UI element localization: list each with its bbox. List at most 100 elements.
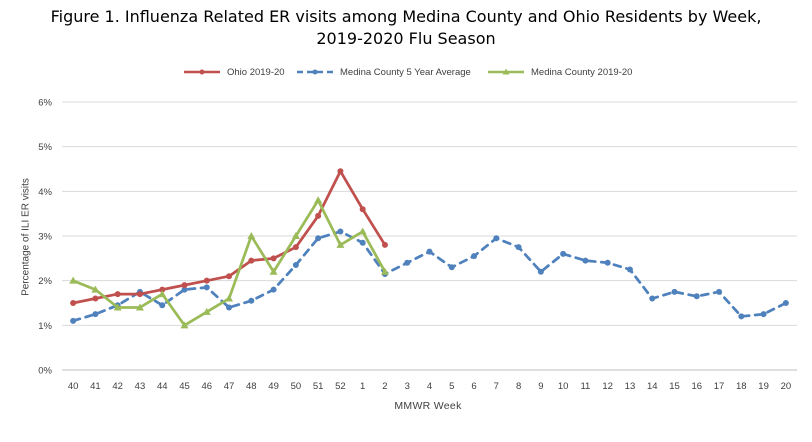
data-point bbox=[404, 259, 411, 266]
data-point bbox=[582, 257, 589, 264]
data-point bbox=[315, 235, 322, 242]
x-tick-label: 1 bbox=[360, 381, 365, 392]
data-point bbox=[493, 235, 500, 242]
legend-label-medina-5yr: Medina County 5 Year Average bbox=[340, 66, 471, 78]
series-line bbox=[71, 230, 788, 323]
y-tick-label: 5% bbox=[38, 142, 52, 153]
data-point bbox=[314, 196, 323, 204]
x-tick-label: 5 bbox=[449, 381, 454, 392]
data-point bbox=[270, 286, 277, 293]
data-point bbox=[135, 303, 144, 311]
data-point bbox=[248, 297, 255, 304]
series-layer bbox=[69, 168, 789, 329]
data-point bbox=[337, 228, 344, 235]
x-tick-label: 10 bbox=[558, 381, 569, 392]
x-tick-label: 17 bbox=[714, 381, 725, 392]
chart-title: Figure 1. Influenza Related ER visits am… bbox=[0, 6, 812, 50]
data-point bbox=[337, 168, 344, 175]
x-tick-label: 49 bbox=[268, 381, 279, 392]
x-tick-label: 44 bbox=[157, 381, 168, 392]
data-point bbox=[136, 291, 143, 298]
data-point bbox=[336, 240, 345, 248]
x-tick-label: 40 bbox=[68, 381, 79, 392]
data-point bbox=[69, 276, 78, 284]
data-point bbox=[159, 286, 166, 293]
x-tick-label: 18 bbox=[736, 381, 747, 392]
x-tick-label: 43 bbox=[135, 381, 146, 392]
x-tick-label: 3 bbox=[405, 381, 410, 392]
data-point bbox=[315, 212, 322, 219]
x-tick-label: 45 bbox=[179, 381, 190, 392]
data-point bbox=[693, 293, 700, 300]
data-point bbox=[158, 290, 167, 298]
data-point bbox=[381, 241, 388, 248]
x-tick-label: 20 bbox=[781, 381, 792, 392]
data-point bbox=[113, 303, 122, 311]
data-point bbox=[91, 285, 100, 293]
data-point bbox=[537, 268, 544, 275]
data-point bbox=[181, 282, 188, 289]
data-point bbox=[226, 304, 233, 311]
y-tick-label: 6% bbox=[38, 98, 52, 109]
x-tick-label: 11 bbox=[580, 381, 590, 392]
data-point bbox=[359, 239, 366, 246]
y-tick-label: 0% bbox=[38, 366, 52, 377]
chart-title-line1: Figure 1. Influenza Related ER visits am… bbox=[50, 7, 762, 26]
legend-item-ohio: Ohio 2019-20 bbox=[183, 64, 285, 80]
data-point bbox=[716, 288, 723, 295]
y-tick-label: 2% bbox=[38, 276, 52, 287]
legend-swatch-ohio bbox=[184, 69, 220, 75]
x-tick-label: 42 bbox=[112, 381, 123, 392]
data-point bbox=[225, 294, 234, 302]
data-point bbox=[292, 262, 299, 269]
legend-label-medina-2019: Medina County 2019-20 bbox=[531, 66, 633, 78]
x-tick-label: 52 bbox=[335, 381, 346, 392]
x-tick-label: 47 bbox=[224, 381, 235, 392]
data-point bbox=[269, 267, 278, 275]
data-point bbox=[471, 253, 478, 260]
y-tick-label: 1% bbox=[38, 321, 52, 332]
data-point bbox=[70, 300, 77, 306]
x-tick-label: 4 bbox=[427, 381, 432, 392]
data-point bbox=[626, 266, 633, 273]
data-point bbox=[359, 206, 366, 213]
data-point bbox=[448, 264, 455, 271]
x-tick-label: 2 bbox=[382, 381, 387, 392]
x-tick-label: 19 bbox=[758, 381, 769, 392]
legend-swatch-medina-5yr bbox=[297, 69, 333, 75]
data-point bbox=[92, 311, 99, 318]
data-point bbox=[560, 250, 567, 257]
legend-label-ohio: Ohio 2019-20 bbox=[227, 66, 285, 78]
x-tick-label: 16 bbox=[691, 381, 702, 392]
data-point bbox=[270, 255, 277, 262]
x-tick-label: 9 bbox=[538, 381, 543, 392]
data-point bbox=[291, 232, 300, 239]
data-point bbox=[202, 307, 211, 315]
x-tick-label: 6 bbox=[471, 381, 476, 392]
x-tick-label: 14 bbox=[647, 381, 658, 392]
data-point bbox=[782, 300, 789, 306]
data-point bbox=[760, 311, 767, 318]
legend-item-medina-5yr: Medina County 5 Year Average bbox=[296, 64, 471, 80]
x-tick-label: 15 bbox=[669, 381, 680, 392]
data-point bbox=[426, 248, 433, 255]
x-tick-label: 7 bbox=[494, 381, 499, 392]
data-point bbox=[248, 257, 255, 264]
data-point bbox=[159, 302, 166, 309]
data-point bbox=[114, 291, 121, 298]
data-point bbox=[203, 277, 210, 284]
x-tick-label: 50 bbox=[291, 381, 302, 392]
chart-title-line2: 2019-2020 Flu Season bbox=[316, 29, 496, 48]
legend-swatch-medina-2019 bbox=[488, 68, 524, 75]
data-point bbox=[292, 244, 299, 251]
data-point bbox=[604, 259, 611, 266]
data-point bbox=[380, 267, 389, 275]
y-tick-label: 4% bbox=[38, 187, 52, 198]
data-point bbox=[247, 232, 256, 239]
data-point bbox=[671, 288, 678, 295]
tick-label-layer: 0%1%2%3%4%5%6%40 41 42 43 44 45 46 47 48 49 50 51 52… bbox=[38, 98, 791, 393]
x-tick-label: 46 bbox=[201, 381, 212, 392]
x-tick-label: 41 bbox=[90, 381, 101, 392]
legend-item-medina-2019: Medina County 2019-20 bbox=[487, 64, 632, 80]
data-point bbox=[180, 321, 189, 329]
